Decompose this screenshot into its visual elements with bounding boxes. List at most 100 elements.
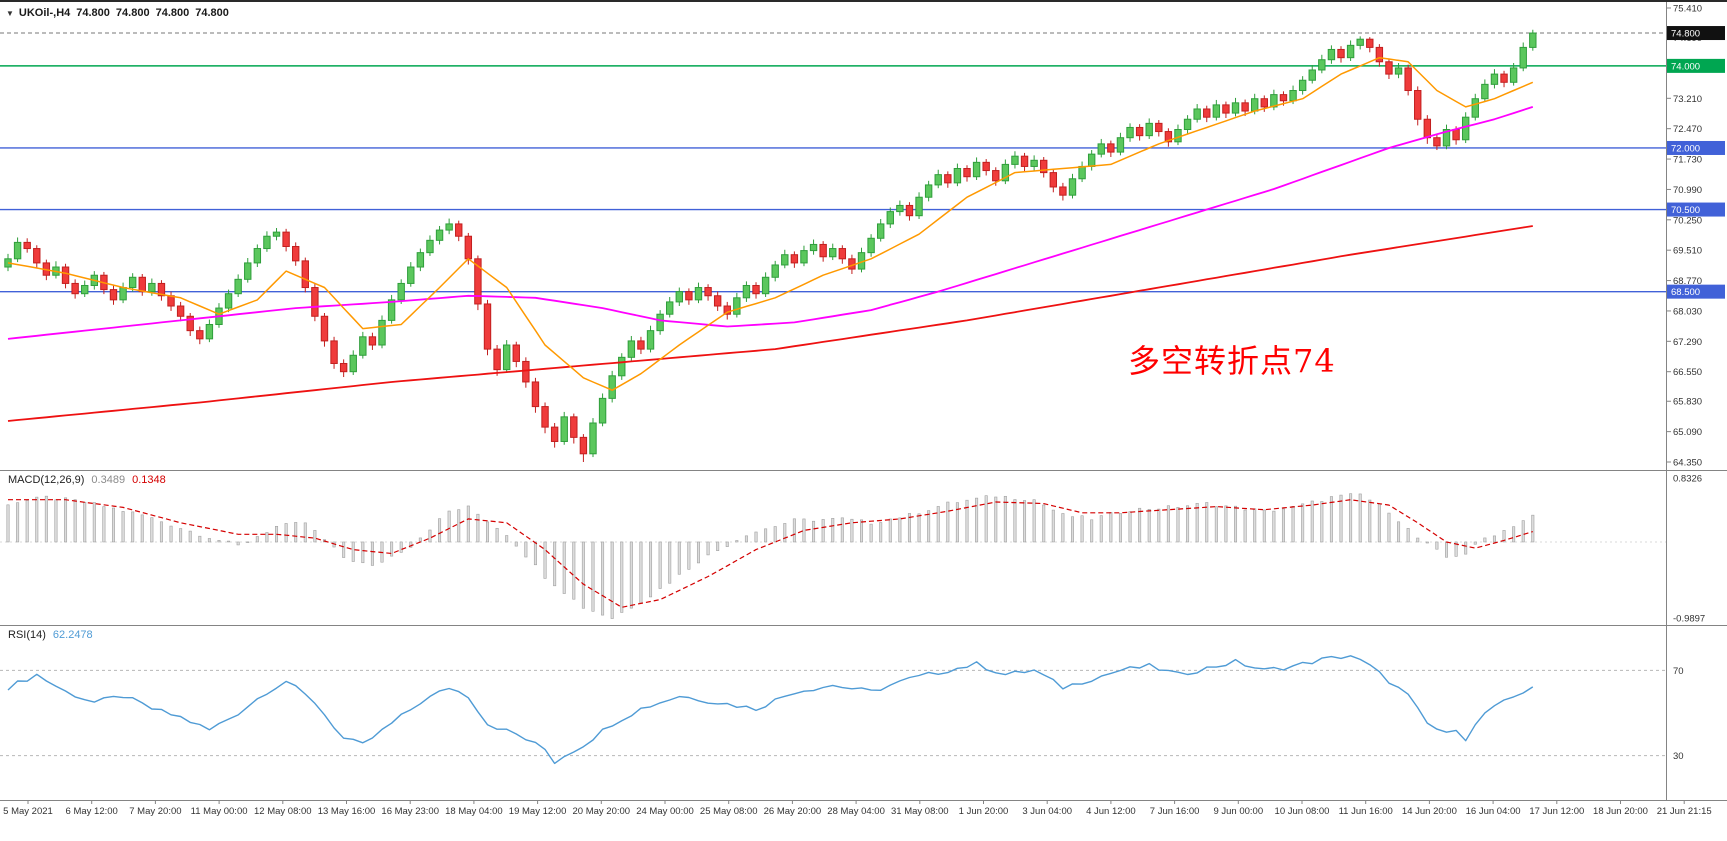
- candle-body[interactable]: [1107, 143, 1115, 153]
- candle-body[interactable]: [560, 416, 568, 442]
- candle-body[interactable]: [972, 161, 981, 178]
- candle-body[interactable]: [915, 196, 923, 217]
- candle-body[interactable]: [311, 287, 319, 317]
- candle-body[interactable]: [541, 406, 549, 428]
- candle-body[interactable]: [186, 315, 194, 332]
- candle-body[interactable]: [1097, 143, 1105, 155]
- candle-body[interactable]: [272, 231, 281, 237]
- candle-body[interactable]: [1318, 59, 1326, 71]
- candle-body[interactable]: [407, 266, 415, 284]
- candle-body[interactable]: [733, 297, 741, 315]
- candle-body[interactable]: [867, 237, 875, 254]
- candle-body[interactable]: [119, 287, 127, 301]
- candle-body[interactable]: [1049, 172, 1058, 188]
- candle-body[interactable]: [205, 323, 214, 340]
- candle-body[interactable]: [579, 436, 588, 455]
- candle-body[interactable]: [1490, 73, 1499, 85]
- candle-body[interactable]: [637, 340, 645, 350]
- candle-body[interactable]: [1222, 104, 1230, 114]
- candle-body[interactable]: [1461, 116, 1470, 141]
- candle-body[interactable]: [1116, 137, 1125, 153]
- candle-body[interactable]: [196, 330, 204, 340]
- ma-medium-line[interactable]: [7, 106, 1534, 340]
- candle-body[interactable]: [1337, 48, 1345, 59]
- candle-body[interactable]: [675, 291, 683, 303]
- candle-body[interactable]: [234, 278, 242, 295]
- candle-body[interactable]: [301, 260, 309, 289]
- candle-body[interactable]: [320, 315, 329, 342]
- candle-body[interactable]: [1404, 67, 1412, 92]
- candle-body[interactable]: [1078, 165, 1086, 180]
- candle-body[interactable]: [1155, 122, 1163, 133]
- candle-body[interactable]: [781, 254, 789, 266]
- candle-body[interactable]: [1279, 94, 1288, 102]
- candle-body[interactable]: [330, 340, 338, 364]
- candle-body[interactable]: [1164, 131, 1173, 143]
- candle-body[interactable]: [1308, 69, 1316, 81]
- candle-body[interactable]: [23, 241, 31, 250]
- candle-body[interactable]: [1212, 104, 1221, 118]
- rsi-line[interactable]: [7, 655, 1534, 765]
- candle-body[interactable]: [176, 305, 185, 317]
- candle-body[interactable]: [1414, 90, 1422, 120]
- candle-body[interactable]: [924, 184, 933, 198]
- macd-signal-line[interactable]: [8, 499, 1533, 608]
- candle-body[interactable]: [397, 282, 405, 301]
- candle-body[interactable]: [1423, 118, 1432, 139]
- candle-body[interactable]: [1327, 48, 1336, 61]
- candle-body[interactable]: [1394, 67, 1403, 75]
- candle-body[interactable]: [550, 426, 559, 442]
- candle-body[interactable]: [934, 174, 942, 186]
- expander-icon[interactable]: ▼: [6, 9, 14, 18]
- candle-body[interactable]: [1020, 155, 1029, 167]
- candle-body[interactable]: [81, 284, 89, 295]
- candle-body[interactable]: [992, 170, 1000, 182]
- candle-body[interactable]: [1231, 102, 1240, 114]
- candle-body[interactable]: [1059, 186, 1067, 196]
- candle-body[interactable]: [1433, 137, 1441, 147]
- candle-body[interactable]: [1001, 163, 1010, 182]
- candle-body[interactable]: [1040, 159, 1048, 174]
- candle-body[interactable]: [224, 293, 233, 309]
- candle-body[interactable]: [1030, 159, 1038, 167]
- candle-body[interactable]: [61, 266, 70, 284]
- candle-body[interactable]: [148, 282, 156, 293]
- candle-body[interactable]: [1298, 79, 1307, 92]
- candle-body[interactable]: [1260, 98, 1268, 108]
- candle-body[interactable]: [368, 336, 377, 346]
- candle-body[interactable]: [838, 248, 847, 260]
- candle-body[interactable]: [522, 360, 530, 383]
- candle-body[interactable]: [1241, 102, 1249, 112]
- candle-body[interactable]: [167, 295, 175, 307]
- candle-body[interactable]: [1442, 129, 1451, 147]
- candle-body[interactable]: [1203, 108, 1211, 118]
- candle-body[interactable]: [71, 282, 79, 295]
- candle-body[interactable]: [800, 250, 808, 264]
- candle-body[interactable]: [809, 243, 818, 252]
- candle-body[interactable]: [1087, 153, 1096, 167]
- candle-body[interactable]: [1452, 129, 1460, 141]
- candle-body[interactable]: [1356, 38, 1364, 46]
- candle-body[interactable]: [416, 252, 425, 268]
- candle-body[interactable]: [1251, 98, 1259, 112]
- candle-body[interactable]: [474, 258, 482, 305]
- candle-body[interactable]: [502, 344, 511, 371]
- candle-body[interactable]: [1500, 73, 1508, 83]
- candle-body[interactable]: [493, 348, 501, 371]
- candle-body[interactable]: [1068, 178, 1077, 196]
- candle-body[interactable]: [1375, 46, 1384, 63]
- candle-body[interactable]: [713, 295, 722, 307]
- candle-body[interactable]: [253, 248, 262, 264]
- candle-body[interactable]: [618, 356, 626, 377]
- candle-body[interactable]: [455, 223, 463, 237]
- candle-body[interactable]: [1126, 126, 1134, 139]
- candle-body[interactable]: [790, 254, 799, 264]
- candle-body[interactable]: [531, 381, 540, 408]
- candle-body[interactable]: [723, 305, 731, 315]
- candle-body[interactable]: [953, 168, 962, 184]
- candle-body[interactable]: [1135, 126, 1144, 137]
- candle-body[interactable]: [292, 245, 300, 262]
- candle-body[interactable]: [1519, 46, 1527, 69]
- candle-body[interactable]: [426, 239, 434, 254]
